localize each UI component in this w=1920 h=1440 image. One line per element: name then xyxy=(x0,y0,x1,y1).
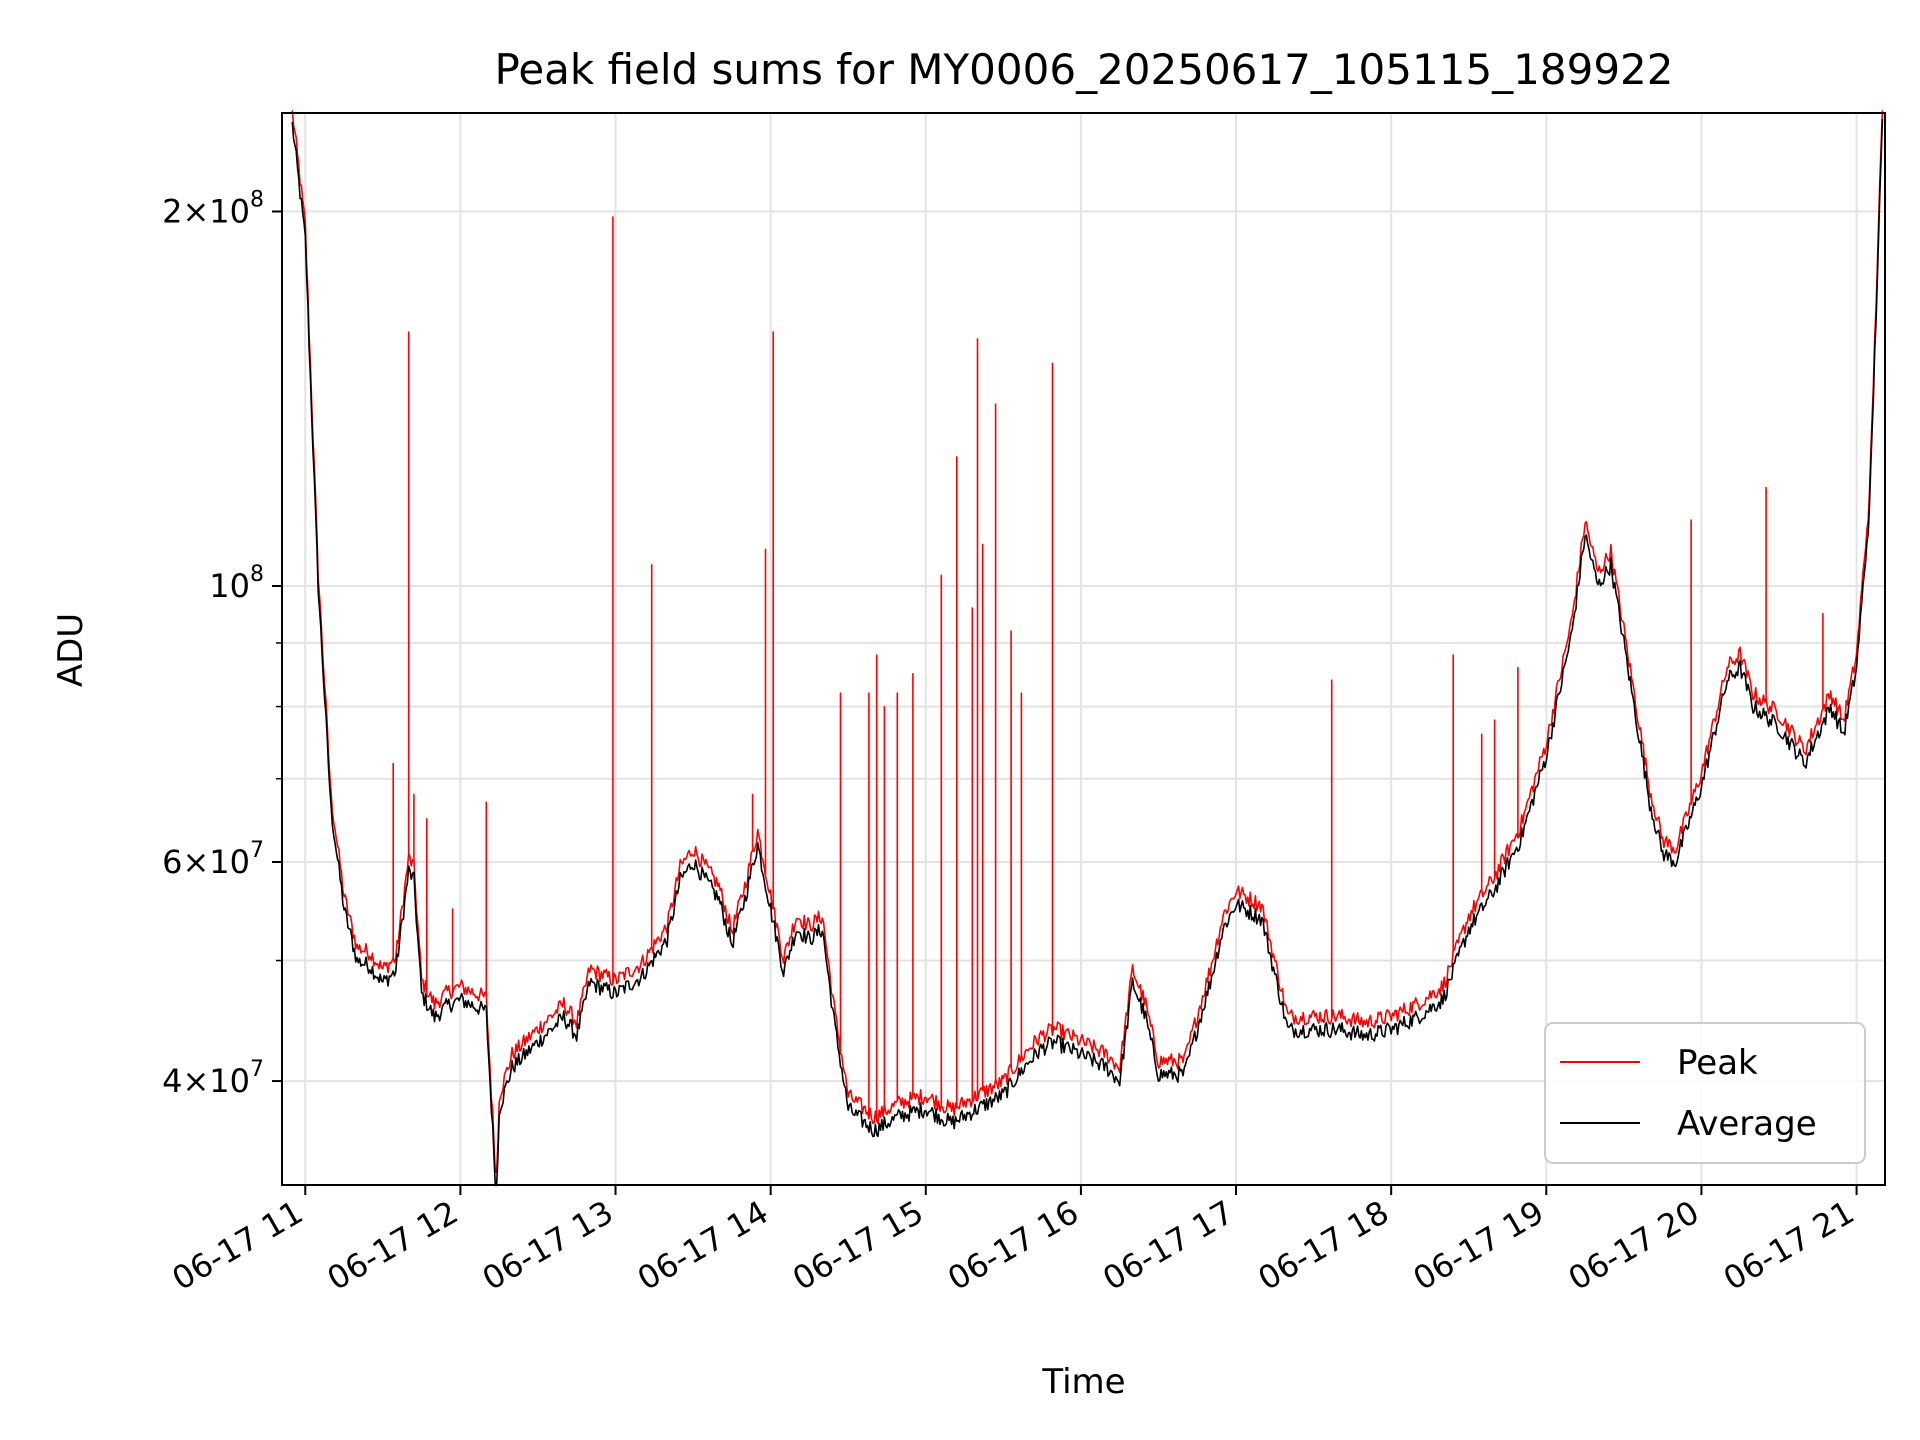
x-axis-label: Time xyxy=(1041,1362,1125,1402)
average-series-line xyxy=(291,118,1884,1187)
legend-box xyxy=(1544,1022,1866,1164)
legend-average-label: Average xyxy=(1677,1104,1817,1144)
y-tick-label: 6×107 xyxy=(162,838,264,881)
legend: Peak Average xyxy=(1544,1022,1866,1164)
y-axis-label: ADU xyxy=(51,613,91,687)
series-layer xyxy=(291,110,1884,1187)
legend-peak-label: Peak xyxy=(1677,1043,1758,1083)
y-tick-label: 4×107 xyxy=(162,1057,264,1100)
y-tick-label: 108 xyxy=(209,562,264,605)
chart-title: Peak field sums for MY0006_20250617_1051… xyxy=(494,45,1673,94)
plot-area-frame xyxy=(281,112,1886,1186)
y-axis: 4×107 6×107 108 2×108 xyxy=(162,188,282,1100)
peak-series-line xyxy=(291,110,1884,1173)
y-tick-label: 2×108 xyxy=(162,188,264,231)
